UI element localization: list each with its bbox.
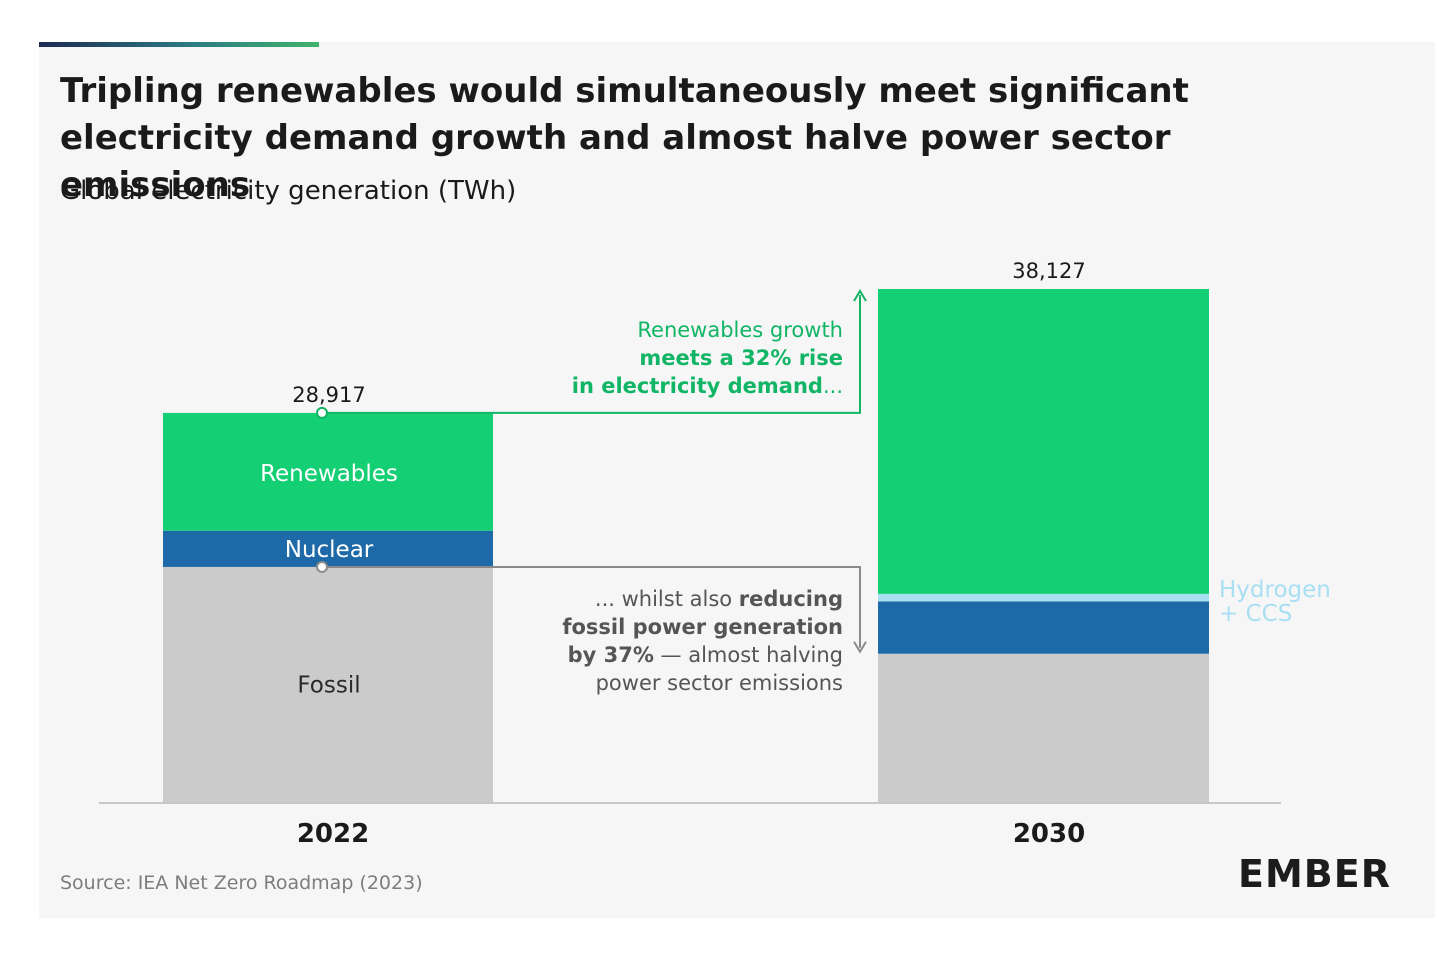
ember-logo: EMBER xyxy=(1238,852,1391,896)
bar-segment-fossil-2030 xyxy=(878,653,1209,802)
arrowhead-down xyxy=(853,641,867,654)
chart-subtitle: Global electricity generation (TWh) xyxy=(60,176,517,206)
side-label-hydrogen: Hydrogen xyxy=(1219,577,1331,603)
side-label-ccs: + CCS xyxy=(1219,601,1292,627)
connector-renewables-growth xyxy=(322,295,861,414)
bar-segment-renewables-2030 xyxy=(878,289,1209,594)
annotation-fossil-line-3: by 37% — almost halving xyxy=(568,643,843,667)
chart-title: Tripling renewables would simultaneously… xyxy=(60,71,1189,205)
annotation-fossil-line-4: power sector emissions xyxy=(596,671,843,695)
annotation-fossil-line-2: fossil power generation xyxy=(562,615,843,639)
bar-segment-nuclear-2022 xyxy=(163,530,493,567)
accent-bar xyxy=(39,42,319,47)
total-label-2030: 38,127 xyxy=(1012,259,1085,283)
segment-label-nuclear: Nuclear xyxy=(285,537,374,563)
bar-segment-renewables-2022 xyxy=(163,412,493,531)
bar-segment-hydrogen-ccs-2030 xyxy=(878,593,1209,602)
x-tick-label-2030: 2030 xyxy=(1013,819,1085,849)
connector-dot-fossil xyxy=(316,560,328,573)
bar-segment-fossil-2022 xyxy=(163,566,493,802)
segment-label-renewables: Renewables xyxy=(260,461,398,487)
connector-fossil-reduction xyxy=(322,565,861,648)
total-label-2022: 28,917 xyxy=(292,383,365,407)
source-note: Source: IEA Net Zero Roadmap (2023) xyxy=(60,872,423,894)
annotation-renewables-line-2: meets a 32% rise xyxy=(639,346,843,370)
annotation-renewables-line-3: in electricity demand... xyxy=(572,374,843,398)
x-tick-label-2022: 2022 xyxy=(297,819,369,849)
annotation-renewables-line-1: Renewables growth xyxy=(637,318,843,342)
arrowhead-up xyxy=(853,289,867,302)
annotation-fossil-line-1: ... whilst also reducing xyxy=(595,587,843,611)
bar-segment-nuclear-2030 xyxy=(878,601,1209,654)
segment-label-fossil: Fossil xyxy=(297,672,360,698)
connector-dot-renewables xyxy=(316,406,328,419)
